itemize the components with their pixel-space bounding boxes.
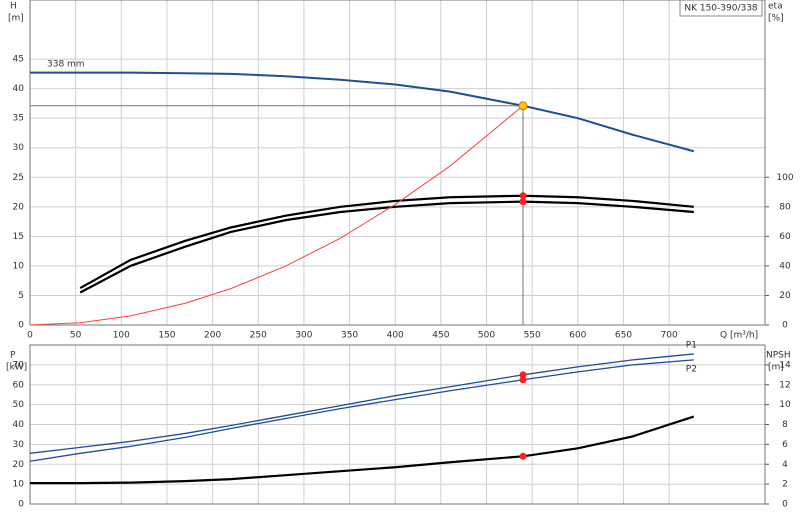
x-tick-label: 150	[158, 331, 175, 341]
y2-tick-label: 6	[782, 440, 788, 450]
curve-annotation: 338 mm	[47, 60, 85, 70]
y2-tick-label: 0	[782, 321, 788, 331]
x-tick-label: 50	[70, 331, 82, 341]
y2-tick-label: 12	[779, 380, 790, 390]
y-label: H	[10, 2, 17, 12]
x-tick-label: 350	[341, 331, 358, 341]
x-tick-label: 400	[387, 331, 404, 341]
y2-tick-label: 2	[782, 480, 788, 490]
y-tick-label: 40	[13, 84, 25, 94]
series-line	[29, 359, 694, 462]
y-tick-label: 10	[13, 480, 25, 490]
y-tick-label: 20	[13, 460, 25, 470]
y-tick-label: 15	[13, 232, 24, 242]
x-tick-label: 450	[432, 331, 449, 341]
y-tick-label: 20	[13, 202, 25, 212]
series-line	[79, 200, 694, 294]
y2-tick-label: 0	[782, 500, 788, 510]
y-tick-label: 10	[13, 261, 25, 271]
y2-tick-label: 80	[779, 202, 791, 212]
plot-frame	[29, 344, 766, 505]
series-line	[30, 415, 695, 485]
y-unit: [m]	[8, 14, 24, 24]
operating-point	[518, 101, 528, 111]
y-tick-label: 35	[13, 114, 24, 124]
y2-tick-label: 60	[779, 232, 791, 242]
y2-tick-label: 10	[779, 400, 791, 410]
duty-marker	[519, 376, 527, 384]
y-tick-label: 30	[13, 440, 25, 450]
x-tick-label: 500	[478, 331, 495, 341]
duty-marker	[519, 198, 527, 206]
y-tick-label: 50	[13, 400, 25, 410]
y-tick-label: 0	[18, 500, 24, 510]
model-box	[679, 0, 763, 17]
y-tick-label: 45	[13, 55, 24, 65]
series-line	[29, 353, 694, 454]
y-tick-label: 5	[18, 291, 24, 301]
y-tick-label: 25	[13, 173, 24, 183]
y-tick-label: 30	[13, 143, 25, 153]
series-line	[29, 105, 524, 326]
x-tick-label: 550	[524, 331, 541, 341]
series-label: P2	[686, 364, 697, 374]
y2-unit: [m]	[768, 363, 784, 373]
x-tick-label: 100	[113, 331, 130, 341]
y-unit: [kW]	[6, 363, 27, 373]
y2-tick-label: 8	[782, 420, 788, 430]
duty-marker	[519, 452, 527, 460]
duty-marker	[519, 371, 527, 379]
x-tick-label: 250	[250, 331, 267, 341]
x-tick-label: 700	[661, 331, 678, 341]
y2-tick-label: 20	[779, 291, 791, 301]
x-tick-label: 0	[27, 331, 33, 341]
y2-label: eta	[768, 2, 783, 12]
y2-label: NPSH	[766, 351, 791, 361]
series-line	[79, 194, 694, 290]
model-label: NK 150-390/338	[684, 4, 758, 14]
y-tick-label: 0	[18, 321, 24, 331]
series-line	[30, 71, 695, 153]
y-tick-label: 60	[13, 380, 25, 390]
x-tick-label: 600	[569, 331, 586, 341]
y2-tick-label: 100	[776, 173, 793, 183]
x-tick-label: 650	[615, 331, 632, 341]
x-label: Q [m³/h]	[720, 331, 758, 341]
y2-unit: [%]	[768, 14, 784, 24]
y2-tick-label: 40	[779, 261, 791, 271]
x-tick-label: 200	[204, 331, 221, 341]
y-tick-label: 70	[13, 360, 25, 370]
y2-tick-label: 4	[782, 460, 788, 470]
plot-frame	[29, 0, 766, 326]
series-label: P1	[686, 340, 697, 350]
x-tick-label: 300	[295, 331, 312, 341]
y-tick-label: 40	[13, 420, 25, 430]
y-label: P	[10, 351, 16, 361]
y2-tick-label: 14	[779, 360, 791, 370]
duty-marker	[519, 192, 527, 200]
